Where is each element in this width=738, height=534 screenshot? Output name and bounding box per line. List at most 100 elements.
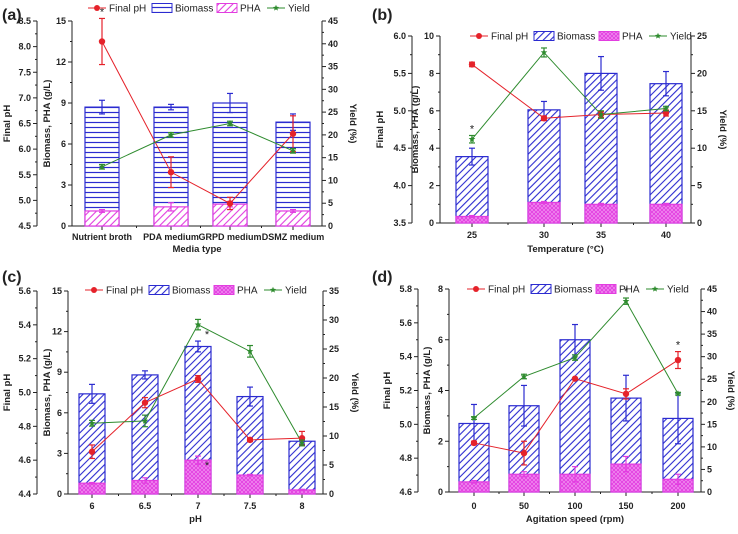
legend-pha-swatch	[213, 285, 235, 295]
category-label: 0	[471, 501, 476, 511]
legend-label-yield: Yield	[288, 4, 310, 15]
legend-label-yield: Yield	[670, 32, 692, 43]
biomass-tick-label: 2	[429, 181, 434, 191]
yield-tick-label: 30	[328, 84, 338, 94]
yield-tick-label: 30	[707, 352, 717, 362]
biomass-tick-label: 0	[438, 487, 443, 497]
biomass-tick-label: 9	[61, 98, 66, 108]
biomass-bar	[288, 440, 316, 495]
ph-axis-title: Final pH	[2, 105, 13, 143]
biomass-error-bar	[247, 386, 253, 407]
yield-tick-label: 25	[707, 374, 717, 384]
pha-bar	[184, 459, 212, 495]
legend-yield-marker	[655, 32, 661, 39]
biomass-axis-title: Biomass, PHA (g/L)	[410, 86, 421, 174]
yield-tick-label: 10	[328, 175, 338, 185]
ph-tick-label: 4.0	[393, 181, 406, 191]
x-axis-title: pH	[189, 514, 202, 525]
legend-label-pha: PHA	[237, 286, 258, 297]
yield-tick-label: 0	[329, 489, 334, 499]
biomass-tick-label: 0	[429, 218, 434, 228]
legend-label-ph: Final pH	[106, 286, 143, 297]
pha-error-bar	[471, 479, 477, 484]
yield-tick-label: 0	[707, 487, 712, 497]
yield-axis-title: Yield (%)	[347, 104, 358, 144]
yield-tick-label: 5	[328, 198, 333, 208]
yield-point	[289, 147, 297, 154]
biomass-tick-label: 0	[61, 221, 66, 231]
ph-tick-label: 4.6	[18, 455, 31, 465]
yield-line	[101, 122, 294, 168]
biomass-tick-label: 6	[57, 408, 62, 418]
pha-error-bar	[299, 488, 305, 492]
yield-point	[470, 414, 478, 421]
ph-tick-label: 4.5	[393, 143, 406, 153]
biomass-tick-label: 8	[429, 68, 434, 78]
ph-point	[540, 115, 548, 122]
pha-error-bar	[247, 473, 253, 477]
ph-point	[662, 109, 670, 117]
ph-tick-label: 5.4	[18, 320, 31, 330]
biomass-tick-label: 0	[57, 489, 62, 499]
ph-tick-label: 5.6	[399, 318, 412, 328]
yield-tick-label: 35	[329, 286, 339, 296]
yield-axis-title: Yield (%)	[717, 110, 728, 150]
legend-label-ph: Final pH	[488, 285, 525, 296]
yield-tick-label: 0	[697, 218, 702, 228]
ph-tick-label: 5.5	[18, 170, 31, 180]
panel-label: (d)	[372, 269, 392, 286]
legend: Final pH Biomass PHA Yield	[470, 31, 692, 43]
yield-tick-label: 5	[707, 464, 712, 474]
legend: Final pH Biomass PHA Yield	[467, 284, 689, 296]
ph-tick-label: 5.6	[18, 286, 31, 296]
yield-point	[468, 135, 476, 143]
yield-point	[540, 49, 548, 56]
ph-tick-label: 5.0	[399, 419, 412, 429]
legend-ph-marker	[473, 286, 479, 292]
biomass-error-bar	[99, 99, 105, 115]
ph-point	[468, 61, 476, 68]
biomass-tick-label: 6	[429, 106, 434, 116]
yield-tick-label: 15	[329, 402, 339, 412]
biomass-error-bar	[195, 340, 201, 353]
yield-point	[674, 390, 682, 397]
ph-point	[167, 168, 175, 176]
yield-point	[246, 347, 254, 355]
yield-point	[597, 111, 605, 118]
chart-panel-c: (c) 4.4 4.6 4.8 5.0 5.2 5.4 5.6 0 3 6 9 12 15 0 5 10 15 20…	[2, 269, 360, 525]
yield-point	[298, 439, 306, 446]
ph-axis-title: Final pH	[2, 374, 13, 412]
legend-biomass-swatch	[533, 31, 555, 41]
legend-biomass-swatch	[151, 3, 173, 13]
biomass-error-bar	[142, 370, 148, 380]
pha-error-bar	[521, 471, 527, 478]
legend-pha-swatch	[216, 3, 238, 13]
legend-ph-marker	[94, 5, 100, 11]
panel-label: (a)	[2, 7, 22, 24]
ph-tick-label: 6.5	[18, 119, 31, 129]
yield-tick-label: 30	[329, 315, 339, 325]
category-label: 7.5	[244, 501, 257, 511]
legend-label-pha: PHA	[240, 4, 261, 15]
biomass-axis-title: Biomass, PHA (g/L)	[42, 349, 53, 437]
pha-bar	[527, 201, 561, 224]
yield-tick-label: 10	[329, 431, 339, 441]
significance-asterisk: *	[676, 340, 681, 352]
pha-bar	[584, 203, 618, 224]
legend-pha-swatch	[598, 31, 620, 41]
legend-label-ph: Final pH	[109, 4, 146, 15]
pha-bar	[78, 482, 106, 495]
chart-panel-a: (a) 4.5 5.0 5.5 6.0 6.5 7.0 7.5 8.0 8.5 0 3 6 9 12 15 0 5…	[2, 3, 358, 255]
pha-error-bar	[469, 214, 475, 218]
yield-tick-label: 45	[328, 16, 338, 26]
category-label: PDA medium	[143, 232, 199, 242]
yield-tick-label: 15	[328, 153, 338, 163]
yield-tick-label: 5	[697, 181, 702, 191]
yield-point	[88, 419, 96, 427]
legend-ph-marker	[476, 33, 482, 39]
category-label: 150	[618, 501, 633, 511]
biomass-tick-label: 12	[52, 327, 62, 337]
biomass-tick-label: 15	[56, 16, 66, 26]
yield-point	[98, 163, 106, 170]
